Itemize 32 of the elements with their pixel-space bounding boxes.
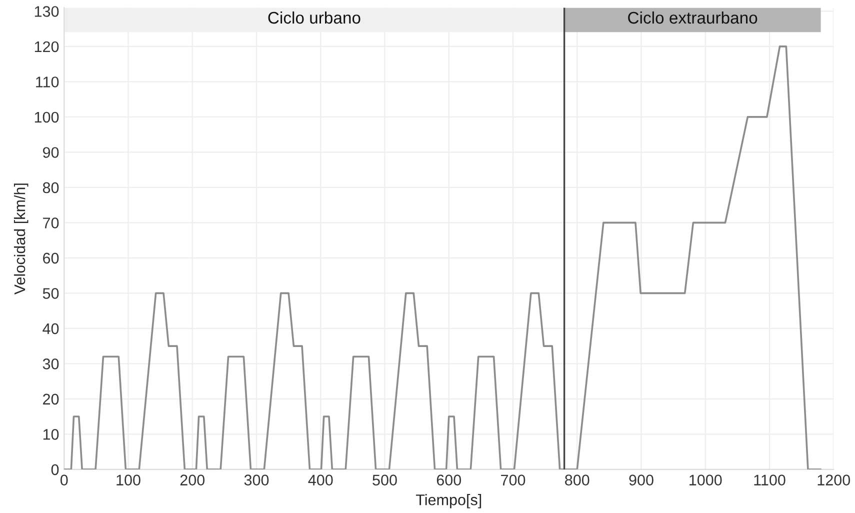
y-tick-label: 10 xyxy=(43,429,59,440)
y-tick-label: 40 xyxy=(42,323,59,334)
band-label: Ciclo urbano xyxy=(268,11,360,24)
x-axis-title: Tiempo[s] xyxy=(416,494,482,508)
x-tick-label: 1200 xyxy=(818,474,850,486)
x-tick-label: 300 xyxy=(244,474,269,486)
x-tick-label: 1100 xyxy=(754,474,786,486)
y-tick-label: 70 xyxy=(43,218,59,228)
y-tick-label: 80 xyxy=(42,182,59,194)
y-tick-label: 130 xyxy=(34,6,59,17)
y-tick-label: 110 xyxy=(36,76,59,88)
x-tick-label: 800 xyxy=(565,474,590,486)
y-tick-label: 0 xyxy=(51,464,59,476)
y-tick-label: 90 xyxy=(42,147,59,158)
x-tick-label: 100 xyxy=(116,474,140,486)
y-tick-label: 50 xyxy=(42,288,59,299)
x-tick-label: 700 xyxy=(501,474,526,486)
x-tick-label: 600 xyxy=(436,474,462,486)
band-label: Ciclo extraurbano xyxy=(628,11,758,24)
x-tick-label: 400 xyxy=(308,474,333,486)
y-tick-label: 30 xyxy=(42,358,59,370)
y-tick-label: 60 xyxy=(43,252,59,264)
x-tick-label: 500 xyxy=(372,474,397,486)
x-tick-label: 1000 xyxy=(690,474,722,486)
x-tick-label: 900 xyxy=(629,474,654,486)
x-tick-label: 0 xyxy=(60,474,68,486)
x-tick-label: 200 xyxy=(180,474,205,486)
y-tick-label: 100 xyxy=(34,112,59,123)
y-tick-label: 120 xyxy=(34,41,59,52)
line-series xyxy=(64,46,822,470)
y-axis-title: Velocidad [km/h] xyxy=(14,184,28,295)
y-tick-label: 20 xyxy=(43,394,59,405)
